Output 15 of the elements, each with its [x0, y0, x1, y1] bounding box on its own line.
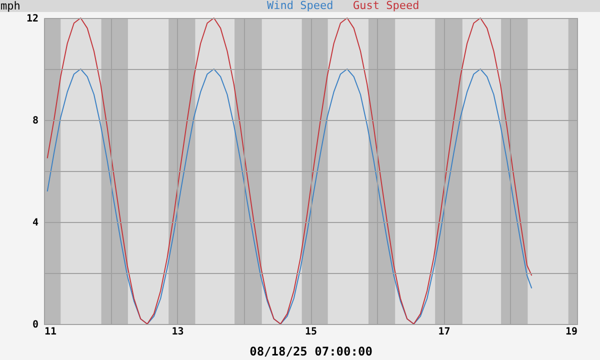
y-tick-label: 8 — [32, 116, 38, 126]
x-axis-title: 08/18/25 07:00:00 — [250, 344, 372, 358]
y-axis-title: mph — [0, 0, 20, 12]
y-tick-label: 12 — [26, 14, 38, 24]
x-tick-label: 13 — [172, 326, 184, 338]
y-tick-label: 4 — [32, 218, 38, 228]
x-tick-label: 17 — [438, 326, 450, 338]
y-tick-label: 0 — [32, 320, 38, 330]
x-tick-label: 19 — [565, 326, 578, 338]
series-label: Gust Speed — [353, 0, 420, 12]
text: Wind Speed — [267, 0, 334, 12]
line-series — [46, 68, 532, 324]
x-tick-label: 11 — [44, 326, 57, 338]
line-series — [46, 18, 532, 324]
x-tick-label: 15 — [304, 326, 318, 338]
